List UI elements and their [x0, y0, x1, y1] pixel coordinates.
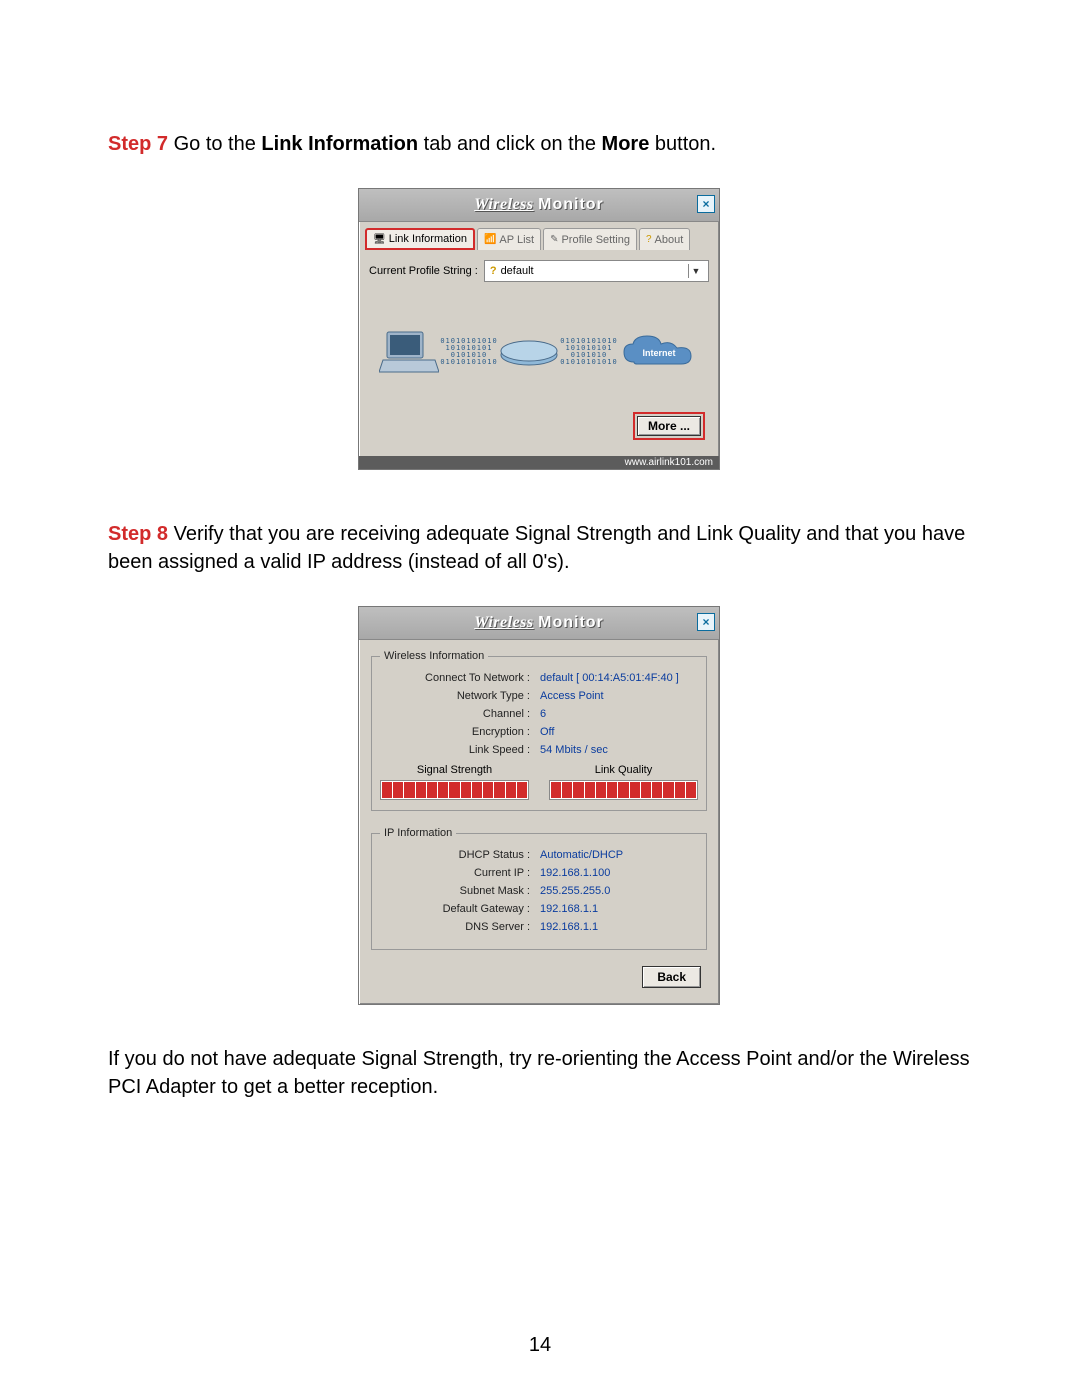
- ap-list-icon: 📶: [484, 234, 496, 245]
- connect-label: Connect To Network :: [380, 672, 540, 684]
- mask-label: Subnet Mask :: [380, 885, 540, 897]
- titlebar: Wireless Monitor ×: [359, 607, 719, 640]
- channel-label: Channel :: [380, 708, 540, 720]
- question-icon: ?: [490, 265, 497, 277]
- ip-information-fieldset: IP Information DHCP Status :Automatic/DH…: [371, 827, 707, 950]
- laptop-icon: [379, 330, 439, 375]
- mask-value: 255.255.255.0: [540, 885, 610, 897]
- router-icon: [499, 337, 559, 367]
- wireless-information-fieldset: Wireless Information Connect To Network …: [371, 650, 707, 811]
- encryption-value: Off: [540, 726, 554, 738]
- encryption-label: Encryption :: [380, 726, 540, 738]
- window-footer: www.airlink101.com: [359, 456, 719, 469]
- ip-value: 192.168.1.100: [540, 867, 610, 879]
- channel-value: 6: [540, 708, 546, 720]
- chevron-down-icon: ▼: [688, 264, 703, 278]
- step7-label: Step 7: [108, 133, 168, 155]
- type-value: Access Point: [540, 690, 604, 702]
- dhcp-label: DHCP Status :: [380, 849, 540, 861]
- type-label: Network Type :: [380, 690, 540, 702]
- more-button-highlight: More ...: [633, 412, 705, 440]
- back-button[interactable]: Back: [642, 966, 701, 988]
- dhcp-value: Automatic/DHCP: [540, 849, 623, 861]
- title-text: Wireless Monitor: [474, 614, 604, 632]
- profile-value: default: [501, 265, 534, 277]
- tab-ap-list[interactable]: 📶 AP List: [477, 228, 541, 250]
- profile-row: Current Profile String : ? default ▼: [369, 260, 709, 282]
- gateway-value: 192.168.1.1: [540, 903, 598, 915]
- speed-value: 54 Mbits / sec: [540, 744, 608, 756]
- close-icon[interactable]: ×: [697, 613, 715, 631]
- tabs: 🖥 Link Information 📶 AP List ✎ Profile S…: [359, 222, 719, 250]
- tab-profile-setting[interactable]: ✎ Profile Setting: [543, 228, 637, 250]
- footnote: If you do not have adequate Signal Stren…: [108, 1045, 970, 1101]
- link-info-icon: 🖥: [373, 234, 386, 245]
- step8-label: Step 8: [108, 523, 168, 545]
- gateway-label: Default Gateway :: [380, 903, 540, 915]
- binary-data-icon: 01010101010101010101010101001010101010: [560, 338, 617, 366]
- signal-strength-bar: [380, 780, 529, 800]
- page-number: 14: [0, 1334, 1080, 1357]
- binary-data-icon: 01010101010101010101010101001010101010: [440, 338, 497, 366]
- profile-label: Current Profile String :: [369, 265, 478, 277]
- profile-select[interactable]: ? default ▼: [484, 260, 709, 282]
- connection-graphic: 01010101010101010101010101001010101010 0…: [379, 312, 699, 392]
- link-quality-bar: [549, 780, 698, 800]
- more-button[interactable]: More ...: [637, 416, 701, 436]
- about-icon: ?: [646, 234, 652, 245]
- dns-value: 192.168.1.1: [540, 921, 598, 933]
- step8-text: Step 8 Verify that you are receiving ade…: [108, 520, 970, 576]
- close-icon[interactable]: ×: [697, 195, 715, 213]
- step7-text: Step 7 Go to the Link Information tab an…: [108, 130, 970, 158]
- signal-strength-title: Signal Strength: [380, 764, 529, 776]
- wireless-info-legend: Wireless Information: [380, 650, 488, 662]
- speed-label: Link Speed :: [380, 744, 540, 756]
- title-text: Wireless Monitor: [474, 196, 604, 214]
- link-quality-title: Link Quality: [549, 764, 698, 776]
- svg-text:Internet: Internet: [642, 348, 675, 358]
- wireless-monitor-window-2: Wireless Monitor × Wireless Information …: [358, 606, 720, 1005]
- profile-icon: ✎: [550, 234, 558, 245]
- dns-label: DNS Server :: [380, 921, 540, 933]
- tab-about[interactable]: ? About: [639, 228, 690, 250]
- cloud-icon: Internet: [619, 332, 699, 372]
- titlebar: Wireless Monitor ×: [359, 189, 719, 222]
- tab-link-information[interactable]: 🖥 Link Information: [365, 228, 475, 250]
- connect-value: default [ 00:14:A5:01:4F:40 ]: [540, 672, 679, 684]
- ip-info-legend: IP Information: [380, 827, 456, 839]
- ip-label: Current IP :: [380, 867, 540, 879]
- wireless-monitor-window-1: Wireless Monitor × 🖥 Link Information 📶 …: [358, 188, 720, 470]
